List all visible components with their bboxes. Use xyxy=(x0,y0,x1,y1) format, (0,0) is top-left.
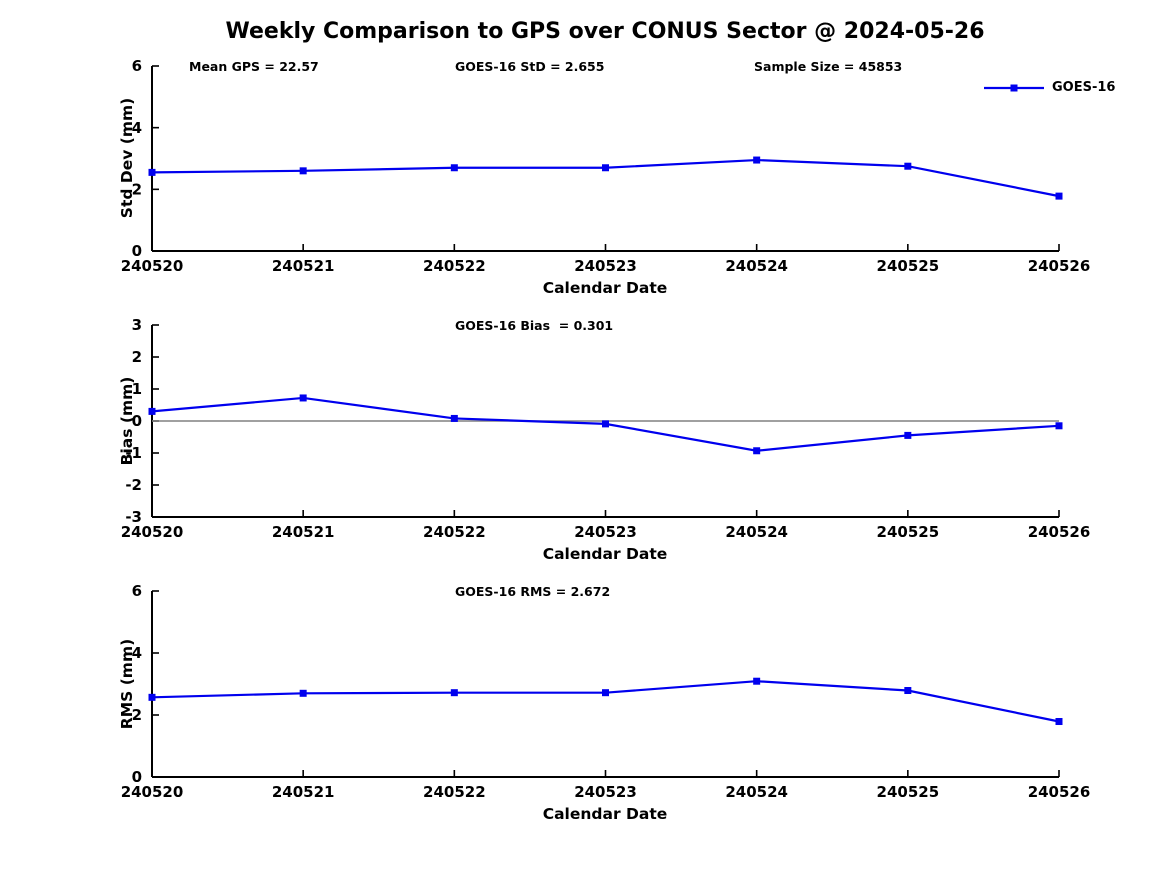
data-point-marker xyxy=(299,394,307,402)
x-tick-label: 240524 xyxy=(725,523,788,541)
legend: GOES-16 xyxy=(984,80,1115,95)
data-point-marker xyxy=(1055,718,1063,726)
x-tick-label: 240524 xyxy=(725,257,788,275)
x-tick-label: 240523 xyxy=(574,523,637,541)
data-point-marker xyxy=(602,689,609,697)
series-line xyxy=(151,680,1060,723)
x-tick-label: 240523 xyxy=(574,257,637,275)
data-point-marker xyxy=(904,162,912,170)
data-point-marker xyxy=(602,420,609,428)
data-point-marker xyxy=(450,689,458,697)
y-tick-label: 2 xyxy=(132,181,142,199)
data-point-marker xyxy=(753,677,761,685)
y-tick-label: 4 xyxy=(132,644,142,662)
x-tick-label: 240521 xyxy=(272,523,335,541)
x-tick-label: 240524 xyxy=(725,783,788,801)
x-tick-label: 240522 xyxy=(423,257,486,275)
annotation-goes16-bias: GOES-16 Bias = 0.301 xyxy=(455,318,614,333)
rms-y-axis-label: RMS (mm) xyxy=(118,638,136,730)
data-point-marker xyxy=(450,414,458,422)
data-point-marker xyxy=(299,689,307,697)
rms-x-axis-label: Calendar Date xyxy=(542,805,668,823)
x-tick-label: 240522 xyxy=(423,783,486,801)
y-tick-label: 2 xyxy=(132,706,142,724)
x-tick-label: 240521 xyxy=(272,257,335,275)
bias-y-axis-label: Bias (mm) xyxy=(118,376,136,466)
y-tick-label: 0 xyxy=(132,768,142,786)
y-tick-label: 1 xyxy=(132,380,142,398)
y-tick-label: 0 xyxy=(132,242,142,260)
x-tick-label: 240525 xyxy=(877,783,940,801)
x-tick-label: 240526 xyxy=(1028,523,1091,541)
data-point-marker xyxy=(753,447,761,455)
legend-label: GOES-16 xyxy=(1052,80,1116,95)
y-tick-label: 2 xyxy=(132,348,142,366)
x-tick-label: 240520 xyxy=(121,257,184,275)
data-point-marker xyxy=(1055,192,1063,200)
data-point-marker xyxy=(904,431,912,439)
y-tick-label: -2 xyxy=(125,476,142,494)
data-point-marker xyxy=(148,168,156,176)
x-tick-label: 240525 xyxy=(877,257,940,275)
y-tick-label: 6 xyxy=(132,57,142,75)
y-tick-label: 3 xyxy=(132,316,142,334)
x-tick-label: 240520 xyxy=(121,783,184,801)
x-tick-label: 240521 xyxy=(272,783,335,801)
annotation-mean-gps: Mean GPS = 22.57 xyxy=(189,59,319,74)
data-point-marker xyxy=(602,164,609,172)
data-point-marker xyxy=(148,693,156,701)
annotation-goes16-rms: GOES-16 RMS = 2.672 xyxy=(455,584,611,599)
data-point-marker xyxy=(1055,422,1063,430)
x-tick-label: 240526 xyxy=(1028,783,1091,801)
x-tick-label: 240522 xyxy=(423,523,486,541)
data-point-marker xyxy=(450,164,458,172)
data-point-marker xyxy=(753,156,761,164)
y-tick-label: 6 xyxy=(132,582,142,600)
x-tick-label: 240526 xyxy=(1028,257,1091,275)
data-point-marker xyxy=(904,687,912,695)
x-tick-label: 240523 xyxy=(574,783,637,801)
annotation-goes16-std: GOES-16 StD = 2.655 xyxy=(455,59,605,74)
data-point-marker xyxy=(148,407,156,415)
legend-line-sample-icon xyxy=(984,84,1044,91)
annotation-sample-size: Sample Size = 45853 xyxy=(754,59,903,74)
figure-title: Weekly Comparison to GPS over CONUS Sect… xyxy=(225,19,985,44)
bias-x-axis-label: Calendar Date xyxy=(542,545,668,563)
y-tick-label: -3 xyxy=(125,508,142,526)
y-tick-label: 0 xyxy=(132,412,142,430)
x-tick-label: 240525 xyxy=(877,523,940,541)
stddev-y-axis-label: Std Dev (mm) xyxy=(118,97,136,219)
x-tick-label: 240520 xyxy=(121,523,184,541)
y-tick-label: -1 xyxy=(125,444,142,462)
stddev-x-axis-label: Calendar Date xyxy=(542,279,668,297)
y-tick-label: 4 xyxy=(132,119,142,137)
data-point-marker xyxy=(299,167,307,175)
